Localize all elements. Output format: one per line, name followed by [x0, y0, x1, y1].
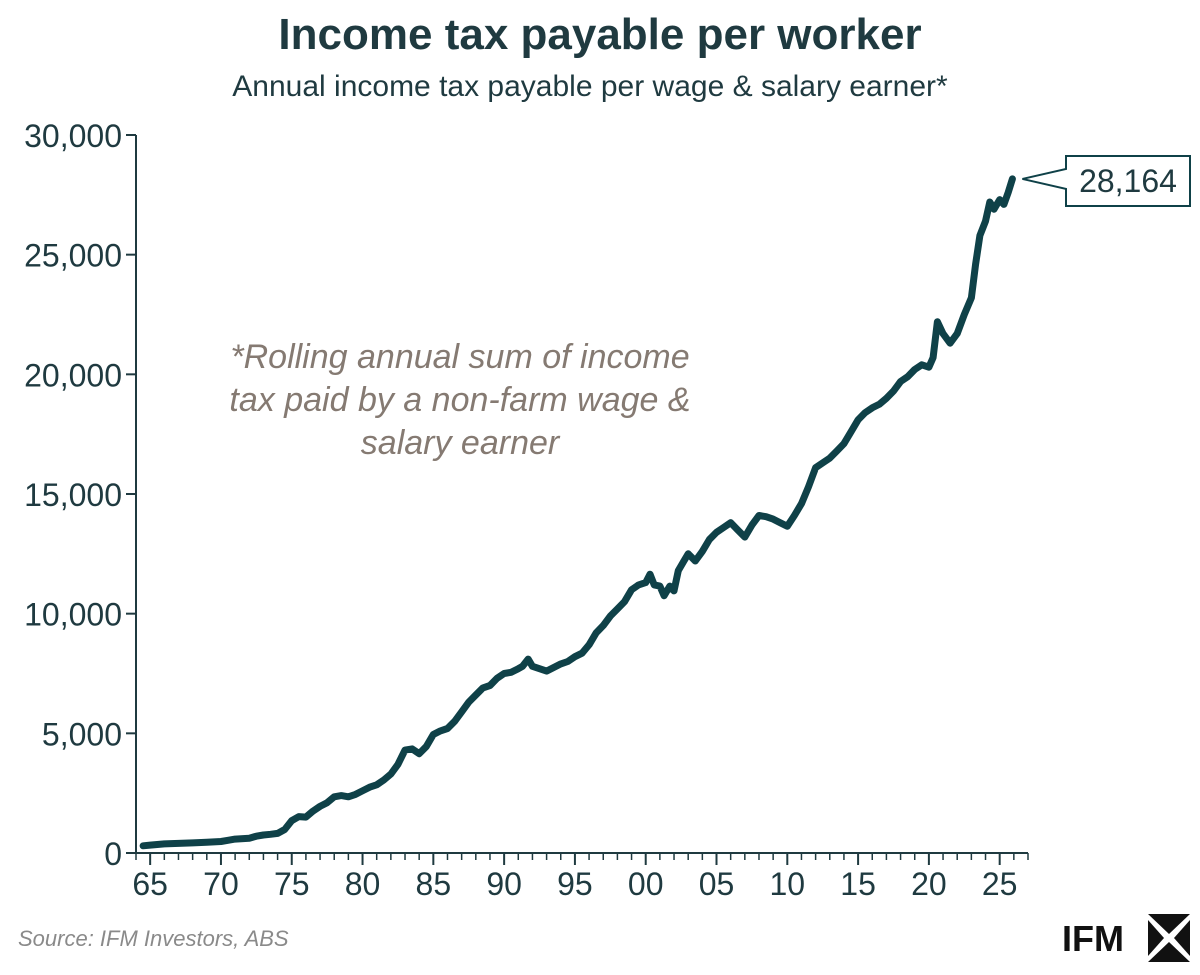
y-tick-label: 0: [104, 836, 122, 872]
x-tick-label: 75: [274, 866, 310, 902]
series-group: [139, 175, 1016, 850]
y-tick-label: 30,000: [24, 118, 122, 154]
source-note: Source: IFM Investors, ABS: [18, 926, 289, 951]
callout-box: [1022, 154, 1191, 207]
x-tick-label: 90: [486, 866, 522, 902]
x-tick-label: 80: [345, 866, 381, 902]
x-tick-label: 65: [132, 866, 168, 902]
y-tick-label: 5,000: [42, 716, 122, 752]
chart-subtitle: Annual income tax payable per wage & sal…: [232, 70, 948, 103]
x-tick-label: 95: [557, 866, 593, 902]
annotation-line: *Rolling annual sum of income: [230, 338, 689, 376]
x-tick-label: 70: [203, 866, 239, 902]
annotation-text: *Rolling annual sum of income tax paid by…: [229, 338, 690, 462]
series-line: [139, 175, 1016, 850]
chart-title: Income tax payable per worker: [278, 10, 922, 59]
y-tick-label: 20,000: [24, 357, 122, 393]
annotation-line: salary earner: [361, 424, 561, 462]
x-tick-label: 85: [416, 866, 452, 902]
y-tick-label: 10,000: [24, 597, 122, 633]
annotation-line: tax paid by a non-farm wage &: [229, 381, 690, 419]
x-tick-label: 05: [699, 866, 735, 902]
last-value-label: 28,164: [1079, 163, 1177, 199]
x-tick-label: 00: [628, 866, 664, 902]
logo-mark-icon: [1148, 914, 1190, 962]
y-tick-label: 25,000: [24, 238, 122, 274]
y-tick-label: 15,000: [24, 477, 122, 513]
x-tick-label: 10: [770, 866, 806, 902]
x-tick-label: 15: [840, 866, 876, 902]
x-axis: 65 70 75 80 85 90 95 00 05 10 15 20 25: [132, 852, 1029, 902]
x-tick-label: 25: [982, 866, 1018, 902]
ifm-logo: IFM: [1062, 912, 1192, 964]
y-axis: 0 5,000 10,000 15,000 20,000 25,000 30,000: [24, 118, 137, 872]
logo-text: IFM: [1062, 918, 1124, 959]
x-tick-label: 20: [911, 866, 947, 902]
last-value-callout: 28,164: [1022, 154, 1191, 207]
chart-annotation: *Rolling annual sum of income tax paid by…: [229, 338, 690, 462]
